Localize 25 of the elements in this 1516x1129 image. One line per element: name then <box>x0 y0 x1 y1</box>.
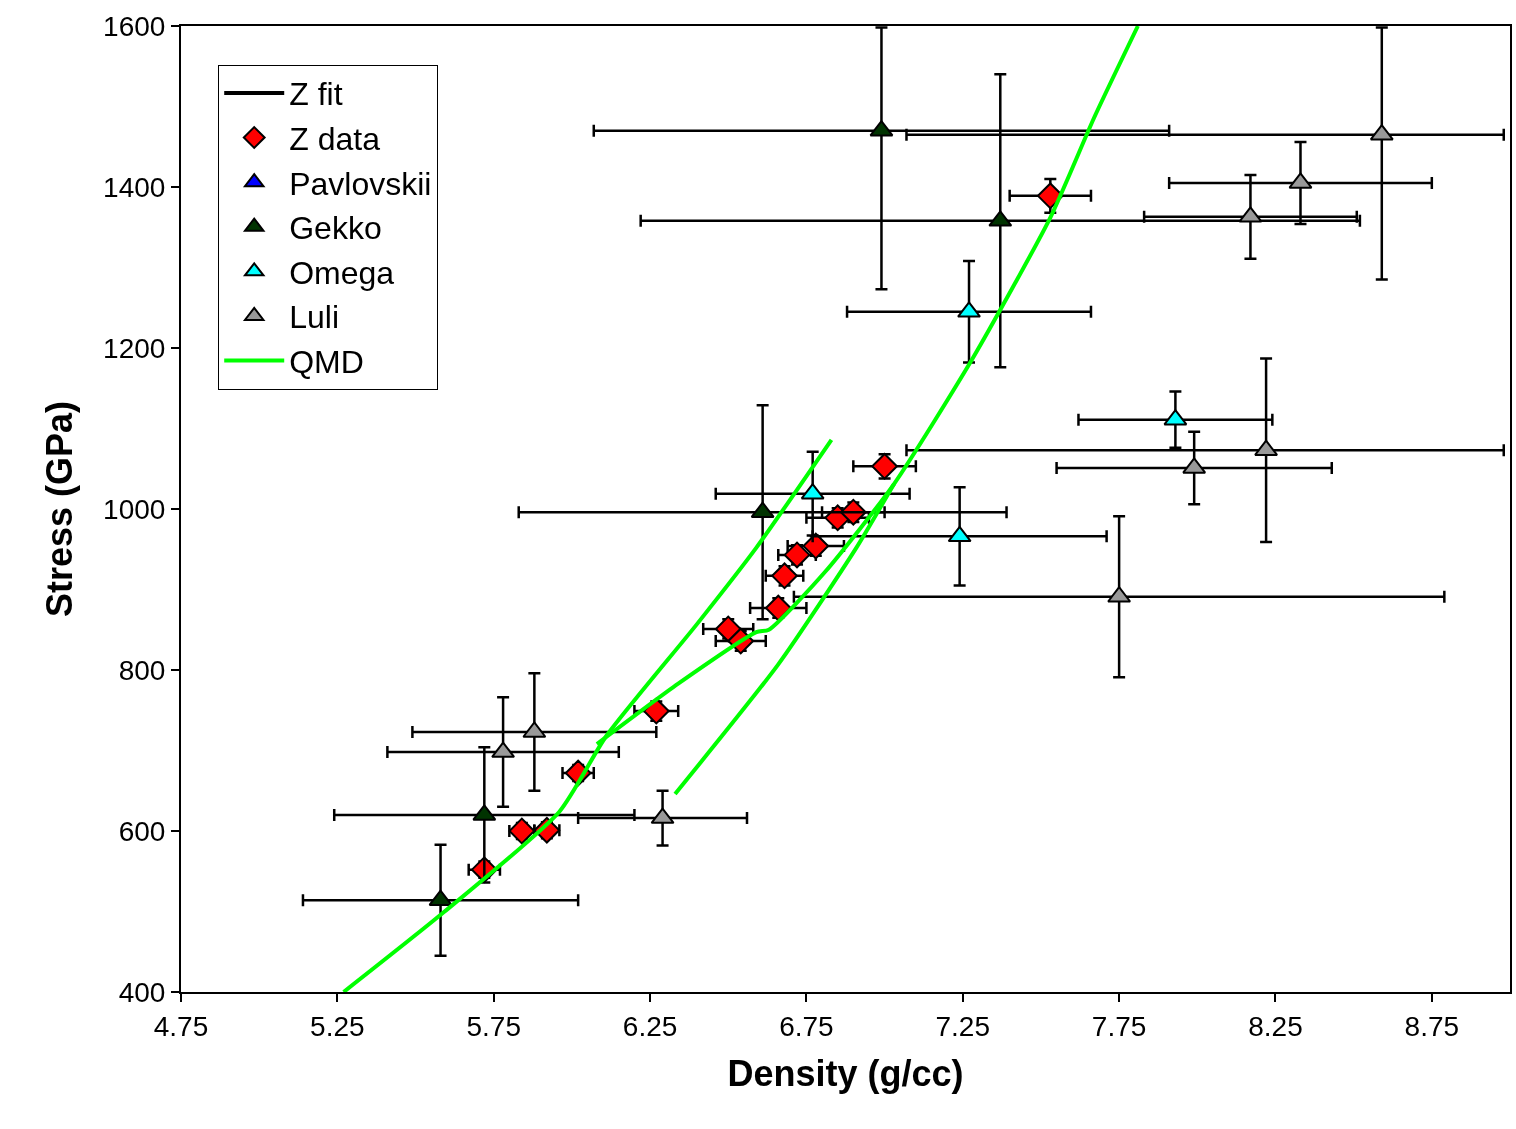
y-tick-label: 600 <box>118 815 166 847</box>
legend-label: Luli <box>289 299 340 336</box>
x-tick-label: 8.25 <box>1248 1010 1303 1042</box>
x-tick-label: 7.25 <box>935 1010 991 1042</box>
x-axis-title: Density (g/cc) <box>727 1052 964 1094</box>
x-tick-label: 4.75 <box>153 1010 209 1042</box>
x-tick-label: 6.25 <box>622 1010 678 1042</box>
legend-label: Z fit <box>289 76 343 113</box>
legend-label: Gekko <box>289 210 382 247</box>
y-tick-label: 1200 <box>103 332 166 364</box>
y-tick-label: 400 <box>118 976 166 1008</box>
x-tick-label: 5.75 <box>466 1010 521 1042</box>
legend-label: Z data <box>289 121 381 158</box>
y-tick-label: 1400 <box>103 171 166 203</box>
x-tick-label: 5.25 <box>310 1010 365 1042</box>
legend-label: Omega <box>289 254 395 291</box>
legend-label: QMD <box>289 344 364 381</box>
x-tick-label: 6.75 <box>779 1010 834 1042</box>
y-tick-label: 1600 <box>103 10 166 42</box>
y-tick-label: 800 <box>118 654 166 686</box>
legend-label: Pavlovskii <box>289 165 432 202</box>
y-axis-title: Stress (GPa) <box>38 400 80 618</box>
x-tick-label: 7.75 <box>1091 1010 1147 1042</box>
x-tick-label: 8.75 <box>1404 1010 1460 1042</box>
y-tick-label: 1000 <box>103 493 166 525</box>
